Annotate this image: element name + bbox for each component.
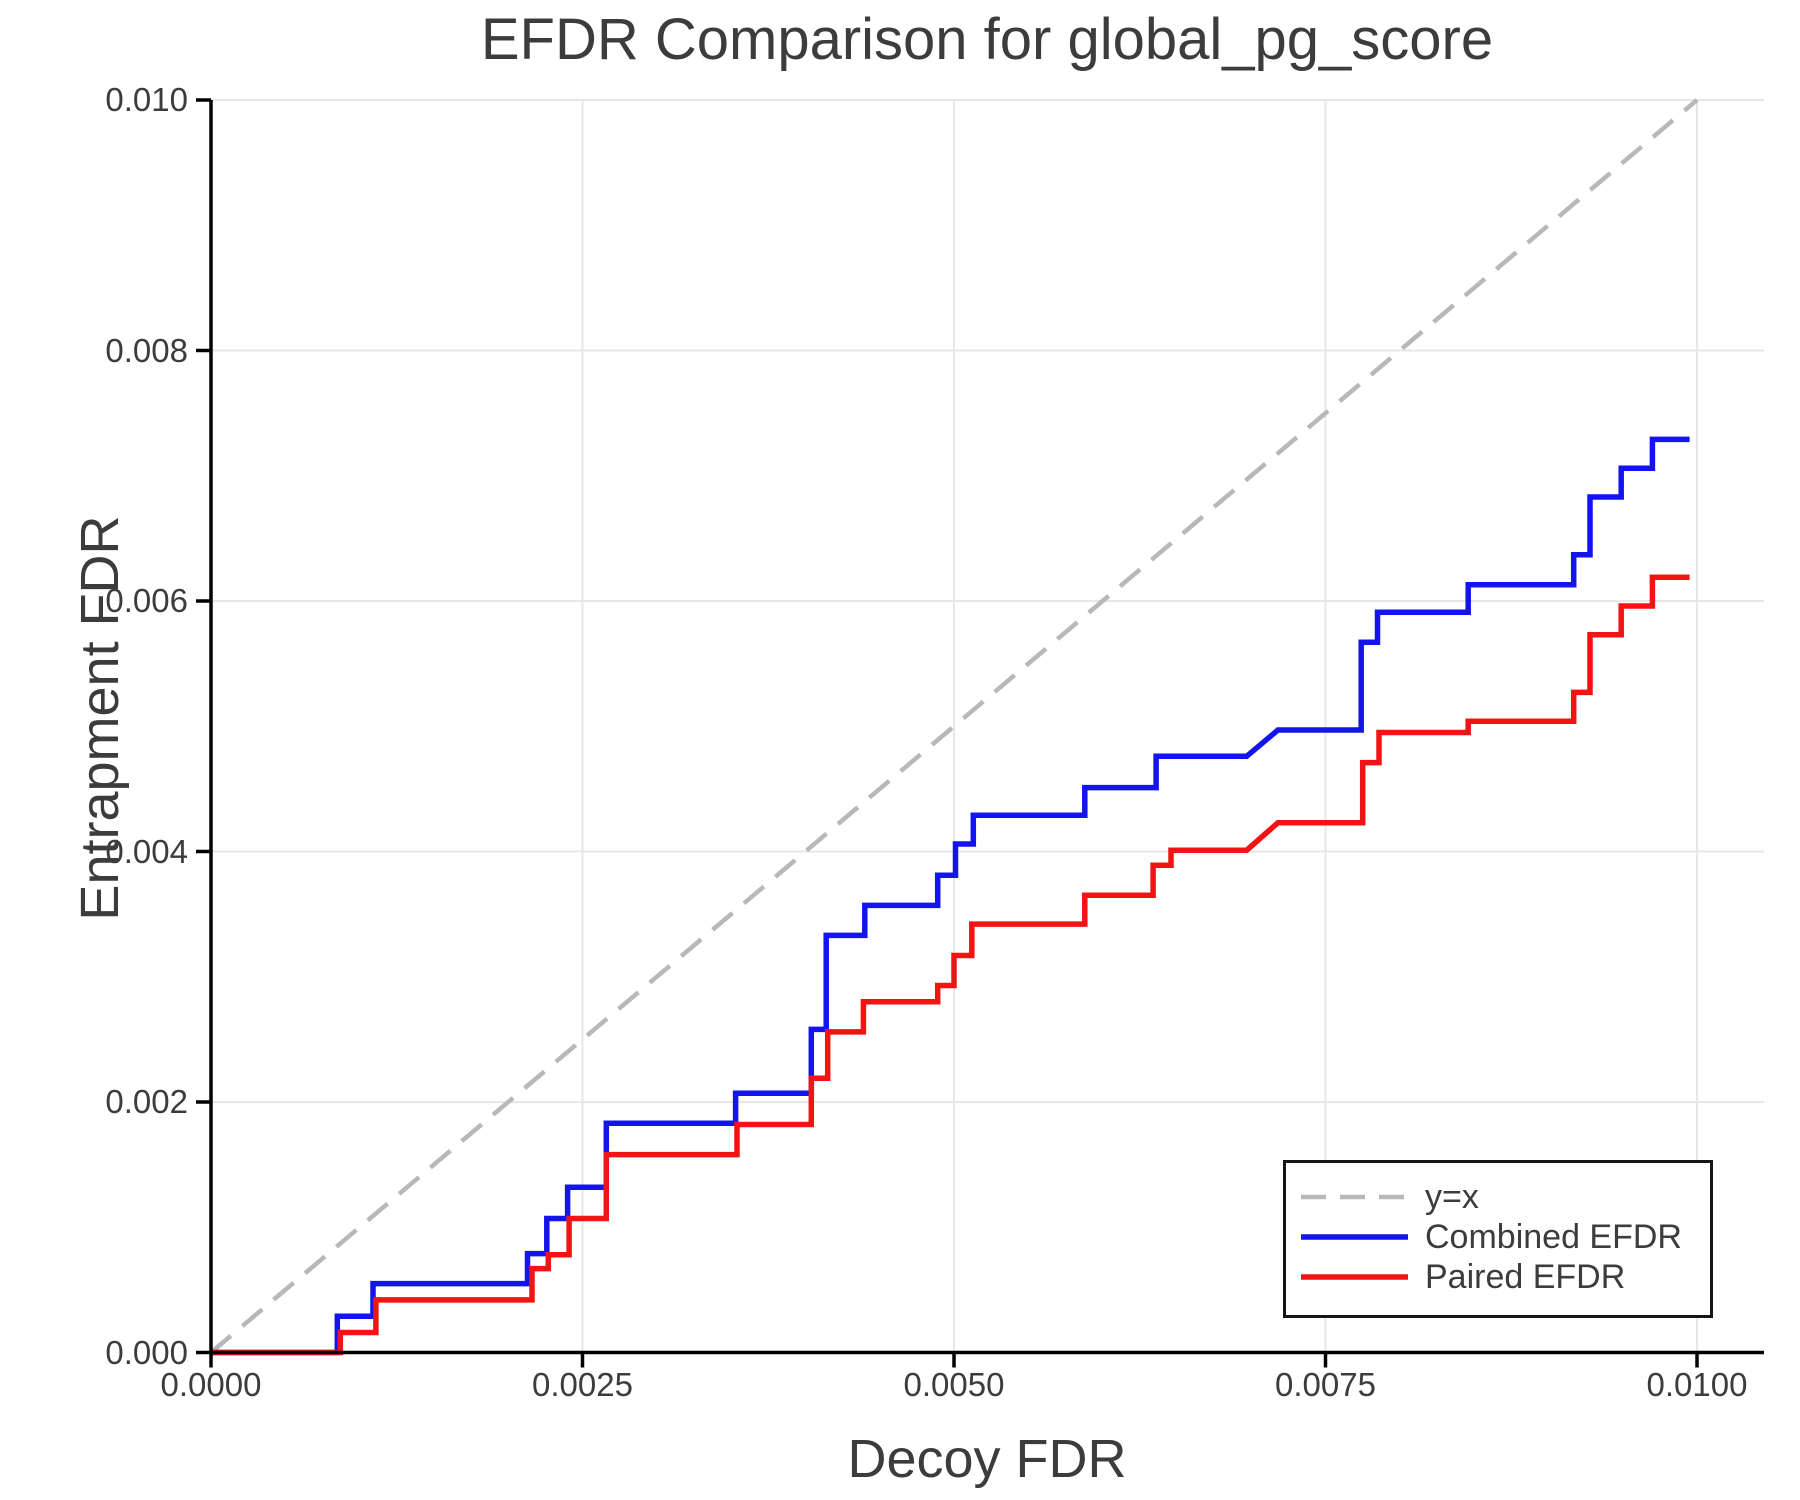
x-tick-label: 0.0000	[160, 1366, 262, 1403]
legend-label: Combined EFDR	[1425, 1217, 1682, 1256]
series-line-combined-efdr	[211, 436, 1690, 1356]
y-tick-label: 0.002	[105, 1083, 188, 1120]
dashed-line-sample	[1301, 1194, 1408, 1200]
y-tick-label: 0.010	[105, 81, 188, 118]
blue-line-sample	[1301, 1234, 1408, 1240]
x-axis-label: Decoy FDR	[847, 1429, 1127, 1489]
red-line-sample	[1301, 1274, 1408, 1280]
y-tick-label: 0.000	[105, 1333, 188, 1371]
y-axis-label: Entrapment FDR	[70, 515, 130, 921]
legend-label: y=x	[1425, 1177, 1479, 1216]
x-tick-label: 0.0050	[903, 1366, 1005, 1403]
legend-label: Paired EFDR	[1425, 1257, 1626, 1296]
y-tick-label: 0.004	[105, 832, 188, 870]
y-tick-label: 0.006	[105, 582, 188, 619]
legend-entry: Paired EFDR	[1286, 1257, 1710, 1297]
chart-title: EFDR Comparison for global_pg_score	[480, 7, 1494, 72]
y-tick-label: 0.008	[105, 331, 188, 369]
legend-entry: y=x	[1286, 1177, 1710, 1217]
series-line-paired-efdr	[211, 574, 1690, 1356]
identity-line	[209, 98, 1699, 1355]
x-tick-label: 0.0100	[1646, 1366, 1748, 1403]
x-tick-label: 0.0025	[532, 1366, 633, 1403]
x-tick-label: 0.0075	[1275, 1366, 1376, 1403]
legend-entry: Combined EFDR	[1286, 1217, 1710, 1257]
legend: y=x Combined EFDR Paired EFDR	[1283, 1160, 1713, 1318]
